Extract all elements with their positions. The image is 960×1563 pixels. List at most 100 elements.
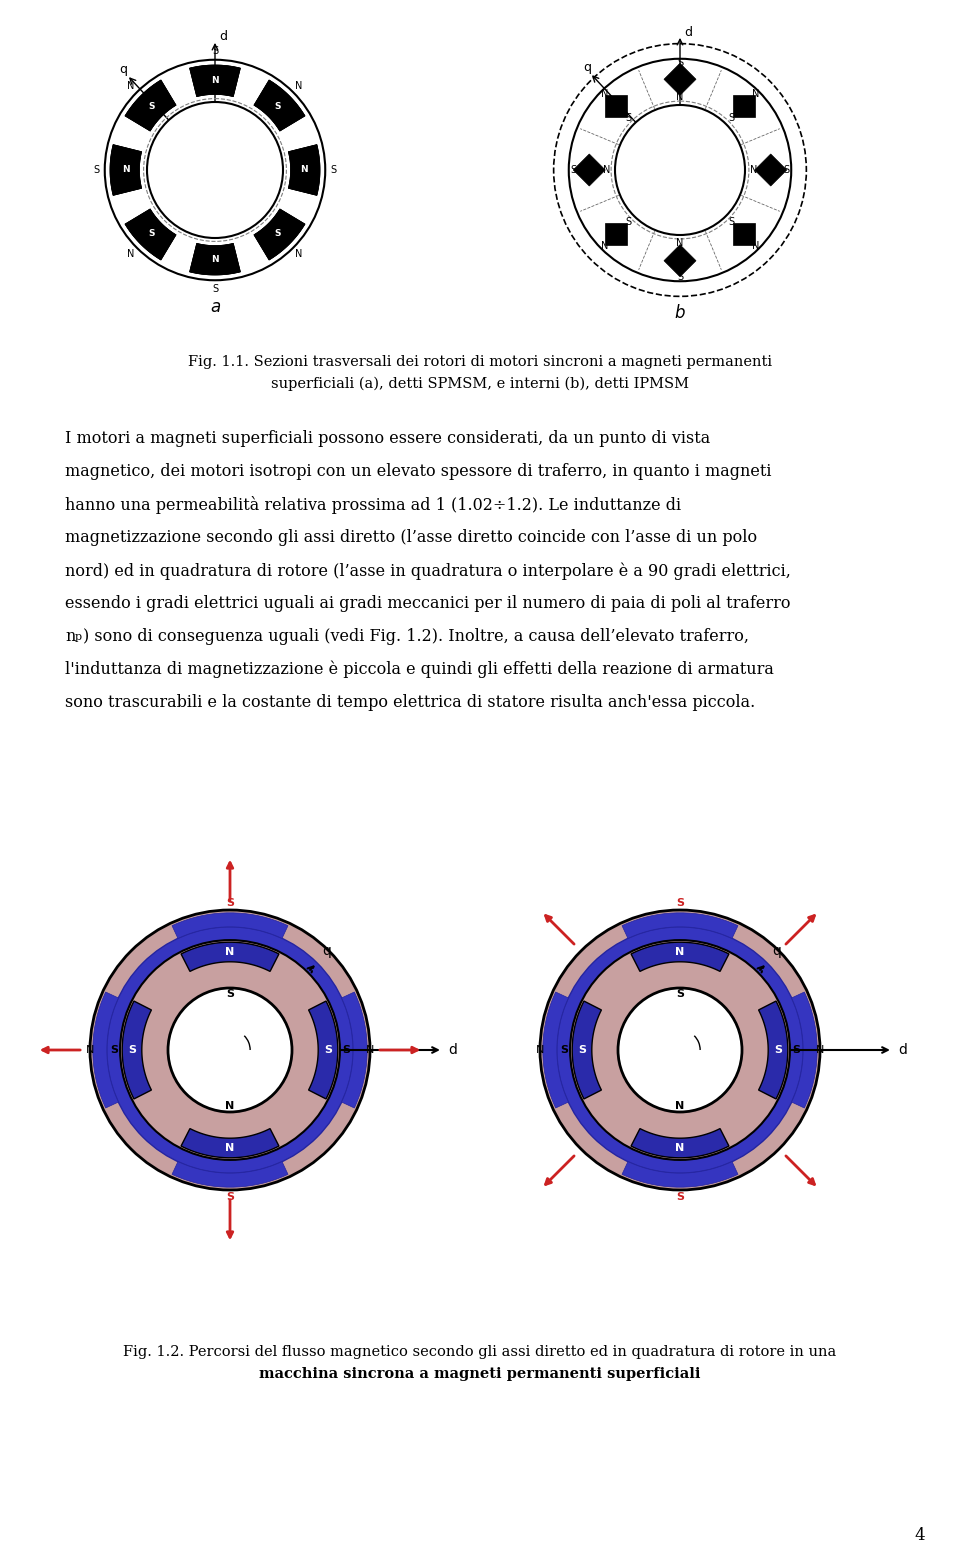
- Circle shape: [568, 59, 791, 281]
- Polygon shape: [254, 209, 305, 259]
- Text: N: N: [676, 239, 684, 249]
- Polygon shape: [254, 209, 305, 259]
- Polygon shape: [189, 66, 240, 97]
- Text: N: N: [676, 1143, 684, 1153]
- Circle shape: [120, 939, 340, 1160]
- Text: magnetico, dei motori isotropi con un elevato spessore di traferro, in quanto i : magnetico, dei motori isotropi con un el…: [65, 463, 772, 480]
- Text: S: S: [677, 272, 684, 281]
- Text: S: S: [342, 1046, 350, 1055]
- Text: Fig. 1.1. Sezioni trasversali dei rotori di motori sincroni a magneti permanenti: Fig. 1.1. Sezioni trasversali dei rotori…: [188, 355, 772, 369]
- Text: S: S: [625, 217, 631, 227]
- Polygon shape: [172, 1161, 288, 1188]
- Text: S: S: [676, 989, 684, 999]
- Text: N: N: [128, 81, 134, 91]
- Text: q: q: [323, 944, 331, 958]
- Polygon shape: [631, 942, 729, 972]
- Text: N: N: [601, 241, 608, 250]
- Polygon shape: [172, 913, 288, 938]
- Text: S: S: [677, 58, 684, 69]
- Text: q: q: [772, 944, 781, 958]
- Text: S: S: [729, 113, 735, 123]
- Text: S: S: [226, 899, 234, 908]
- Polygon shape: [125, 209, 176, 259]
- Circle shape: [618, 988, 742, 1111]
- Text: N: N: [296, 249, 302, 259]
- Text: S: S: [149, 228, 156, 238]
- Text: N: N: [296, 81, 302, 91]
- Text: b: b: [675, 303, 685, 322]
- Polygon shape: [122, 1000, 152, 1099]
- Circle shape: [554, 44, 806, 297]
- Text: S: S: [275, 228, 281, 238]
- Circle shape: [90, 910, 370, 1189]
- Text: sono trascurabili e la costante di tempo elettrica di statore risulta anch'essa : sono trascurabili e la costante di tempo…: [65, 694, 756, 711]
- Polygon shape: [254, 80, 305, 131]
- Text: n: n: [65, 628, 76, 646]
- Text: S: S: [676, 1193, 684, 1202]
- Text: S: S: [93, 166, 100, 175]
- Polygon shape: [254, 80, 305, 131]
- Text: N: N: [676, 92, 684, 102]
- Text: S: S: [324, 1046, 332, 1055]
- Text: N: N: [300, 166, 308, 175]
- Polygon shape: [181, 942, 279, 972]
- Circle shape: [147, 102, 283, 238]
- Polygon shape: [288, 145, 320, 195]
- Text: N: N: [752, 241, 759, 250]
- Text: Fig. 1.2. Percorsi del flusso magnetico secondo gli assi diretto ed in quadratur: Fig. 1.2. Percorsi del flusso magnetico …: [124, 1346, 836, 1358]
- Polygon shape: [631, 1128, 729, 1158]
- Text: S: S: [149, 103, 156, 111]
- Polygon shape: [572, 1000, 601, 1099]
- Text: S: S: [676, 899, 684, 908]
- Text: d: d: [899, 1043, 907, 1057]
- Polygon shape: [792, 993, 817, 1108]
- Text: essendo i gradi elettrici uguali ai gradi meccanici per il numero di paia di pol: essendo i gradi elettrici uguali ai grad…: [65, 596, 790, 613]
- Text: N: N: [226, 1100, 234, 1111]
- Text: S: S: [625, 113, 631, 123]
- Text: magnetizzazione secondo gli assi diretto (l’asse diretto coincide con l’asse di : magnetizzazione secondo gli assi diretto…: [65, 528, 757, 545]
- Polygon shape: [110, 145, 142, 195]
- Text: d: d: [219, 31, 227, 44]
- Circle shape: [168, 988, 292, 1111]
- Polygon shape: [125, 80, 176, 131]
- Polygon shape: [308, 1000, 338, 1099]
- Polygon shape: [342, 993, 367, 1108]
- Polygon shape: [110, 145, 142, 195]
- Text: S: S: [212, 283, 218, 294]
- Text: hanno una permeabilità relativa prossima ad 1 (1.02÷1.2). Le induttanze di: hanno una permeabilità relativa prossima…: [65, 495, 682, 514]
- Text: ) sono di conseguenza uguali (vedi Fig. 1.2). Inoltre, a causa dell’elevato traf: ) sono di conseguenza uguali (vedi Fig. …: [83, 628, 749, 646]
- Polygon shape: [125, 80, 176, 131]
- Polygon shape: [622, 1161, 738, 1188]
- Polygon shape: [542, 993, 568, 1108]
- Polygon shape: [622, 913, 738, 938]
- Polygon shape: [755, 155, 787, 186]
- Text: N: N: [601, 89, 608, 100]
- Text: S: S: [226, 989, 234, 999]
- Polygon shape: [732, 224, 756, 245]
- Text: N: N: [676, 947, 684, 957]
- Text: p: p: [75, 631, 83, 642]
- Text: N: N: [752, 89, 759, 100]
- Text: I motori a magneti superficiali possono essere considerati, da un punto di vista: I motori a magneti superficiali possono …: [65, 430, 710, 447]
- Text: N: N: [603, 166, 611, 175]
- Polygon shape: [573, 155, 605, 186]
- Circle shape: [91, 45, 339, 294]
- Text: S: S: [128, 1046, 136, 1055]
- Text: S: S: [275, 103, 281, 111]
- Text: l'induttanza di magnetizzazione è piccola e quindi gli effetti della reazione di: l'induttanza di magnetizzazione è piccol…: [65, 661, 774, 678]
- Circle shape: [615, 105, 745, 234]
- Text: N: N: [816, 1046, 825, 1055]
- Text: S: S: [729, 217, 735, 227]
- Text: N: N: [211, 255, 219, 264]
- Text: N: N: [211, 77, 219, 86]
- Polygon shape: [605, 94, 627, 117]
- Text: 4: 4: [915, 1527, 925, 1544]
- Text: S: S: [330, 166, 337, 175]
- Polygon shape: [181, 1128, 279, 1158]
- Text: nord) ed in quadratura di rotore (l’asse in quadratura o interpolare è a 90 grad: nord) ed in quadratura di rotore (l’asse…: [65, 563, 791, 580]
- Text: S: S: [226, 1193, 234, 1202]
- Polygon shape: [732, 94, 756, 117]
- Text: S: S: [784, 166, 790, 175]
- Circle shape: [540, 910, 820, 1189]
- Polygon shape: [605, 224, 627, 245]
